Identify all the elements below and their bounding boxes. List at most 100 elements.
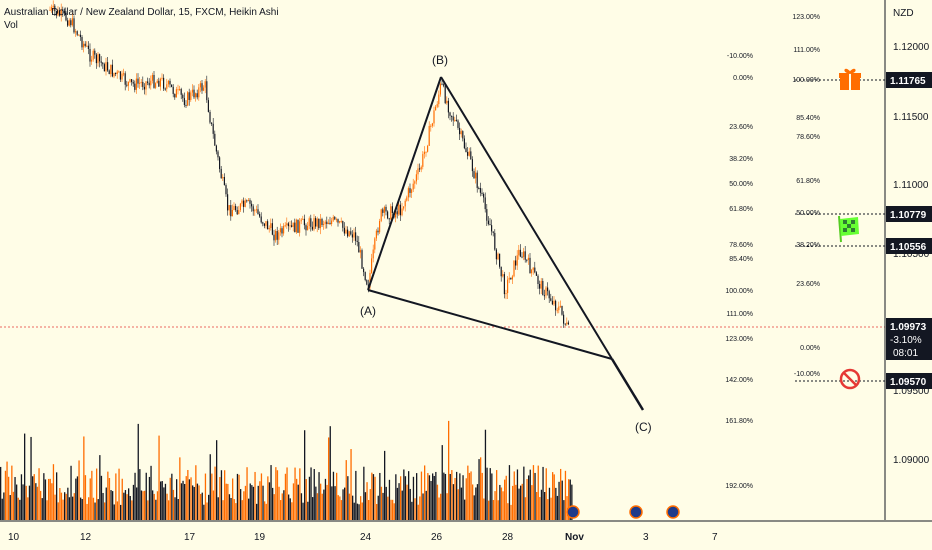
- volume-bar: [444, 473, 447, 520]
- no-entry-icon: [839, 368, 861, 390]
- candle-body: [420, 166, 422, 170]
- candle-body: [89, 48, 91, 62]
- candle-body: [252, 206, 254, 212]
- candle-body: [372, 249, 374, 259]
- volume-bar: [203, 504, 205, 520]
- time-tick: 26: [431, 532, 443, 543]
- volume-bar: [102, 492, 104, 520]
- volume-bar: [107, 471, 109, 520]
- volume-bar: [473, 495, 475, 520]
- volume-bar: [310, 467, 312, 520]
- volume-bar: [499, 484, 501, 520]
- candle-body: [294, 222, 296, 233]
- volume-bar: [209, 454, 211, 520]
- volume-bar: [556, 495, 559, 520]
- candle-body: [217, 151, 219, 158]
- point-b-label: (B): [432, 53, 448, 67]
- candle-body: [516, 255, 518, 266]
- volume-label[interactable]: Vol: [4, 20, 18, 31]
- candle-body: [303, 218, 305, 226]
- candle-body: [270, 223, 272, 228]
- candle-body: [263, 223, 265, 226]
- volume-bar: [472, 484, 474, 520]
- volume-bar: [0, 466, 2, 520]
- volume-bar: [195, 465, 197, 520]
- candle-body: [342, 221, 344, 228]
- candle-body: [353, 232, 355, 238]
- price-tick: 1.12000: [893, 42, 930, 53]
- candle-body: [551, 300, 553, 305]
- candle-body: [399, 204, 401, 216]
- volume-bar: [385, 486, 387, 520]
- candle-body: [145, 81, 147, 90]
- volume-bar: [321, 493, 323, 520]
- candle-body: [57, 10, 59, 16]
- candle-body: [156, 80, 158, 84]
- candle-body: [110, 64, 112, 75]
- event-marker-2[interactable]: [629, 505, 643, 519]
- candle-body: [249, 199, 251, 204]
- volume-bar: [129, 495, 131, 520]
- candle-body: [335, 219, 337, 221]
- candle-body: [540, 280, 542, 289]
- volume-bar: [326, 484, 328, 520]
- candle-body: [359, 250, 361, 253]
- volume-bar: [4, 470, 7, 520]
- candle-body: [550, 298, 552, 301]
- volume-bar: [257, 485, 259, 520]
- volume-bar: [27, 497, 29, 520]
- volume-bar: [531, 485, 533, 520]
- candle-body: [547, 287, 549, 292]
- candle-body: [439, 83, 441, 95]
- volume-bar: [190, 477, 192, 520]
- svg-text:-3.10%: -3.10%: [890, 335, 922, 346]
- volume-bar: [64, 492, 66, 520]
- svg-text:1.11765: 1.11765: [890, 76, 926, 87]
- candle-body: [523, 251, 525, 257]
- event-marker-1[interactable]: [566, 505, 580, 519]
- candle-body: [108, 70, 110, 75]
- volume-bar: [512, 485, 514, 520]
- volume-bar: [249, 483, 251, 520]
- volume-bar: [57, 502, 59, 520]
- candle-body: [403, 206, 405, 209]
- volume-bar: [547, 499, 549, 520]
- volume-bar: [216, 440, 218, 520]
- candle-body: [142, 81, 144, 87]
- volume-bar: [40, 490, 42, 520]
- volume-bar: [526, 479, 528, 520]
- volume-bar: [316, 493, 319, 520]
- candle-body: [159, 78, 161, 87]
- candle-body: [447, 100, 449, 113]
- volume-bar: [307, 501, 309, 520]
- volume-bar: [430, 480, 432, 520]
- candle-body: [406, 197, 408, 201]
- volume-bar: [1, 498, 3, 520]
- candle-body: [382, 209, 384, 213]
- fib-level-label: 123.00%: [725, 336, 753, 343]
- price-label-1: 1.11765: [886, 72, 932, 88]
- fib-level-label: -10.00%: [794, 371, 820, 378]
- volume-bar: [558, 481, 560, 520]
- volume-bar: [193, 486, 195, 520]
- candle-body: [244, 200, 246, 207]
- symbol-title[interactable]: Australian Dollar / New Zealand Dollar, …: [4, 7, 279, 18]
- candle-body: [425, 151, 427, 153]
- event-marker-3[interactable]: [666, 505, 680, 519]
- abc-pattern[interactable]: [367, 76, 645, 411]
- volume-bar: [288, 494, 290, 520]
- candle-body: [180, 89, 182, 95]
- candle-body: [174, 93, 176, 98]
- candle-body: [119, 71, 121, 80]
- candle-body: [59, 10, 61, 16]
- price-tick: 1.09000: [893, 455, 930, 466]
- volume-bar: [328, 437, 330, 520]
- volume-bar: [259, 481, 261, 520]
- candle-body: [70, 20, 72, 26]
- candle-body: [511, 276, 513, 280]
- volume-bar: [428, 475, 431, 520]
- volume-bar: [380, 486, 383, 520]
- candle-body: [555, 300, 557, 311]
- volume-bar: [377, 495, 379, 520]
